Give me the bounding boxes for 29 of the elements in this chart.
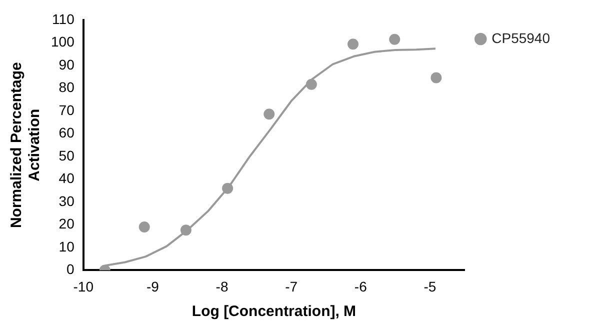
x-tick-label: -6 — [354, 278, 368, 294]
y-tick-label: 60 — [58, 124, 75, 141]
y-tick-label: 70 — [58, 102, 75, 118]
y-tick-label: 100 — [51, 34, 75, 50]
y-tick-label: 30 — [58, 192, 75, 209]
y-tick-label: 90 — [58, 56, 75, 72]
y-tick-label: 20 — [58, 216, 75, 232]
y-tick-label: 40 — [58, 170, 75, 186]
x-tick-label: -10 — [73, 278, 94, 294]
y-tick-label: 50 — [58, 147, 75, 164]
point — [180, 224, 192, 236]
y-axis-title: Normalized Percentage Activation — [8, 62, 44, 228]
point — [264, 108, 275, 120]
x-tick-label: -5 — [424, 278, 436, 294]
x-tick-label: -7 — [285, 278, 298, 294]
x-axis-title: Log [Concentration], M — [192, 303, 356, 320]
x-tick-label: -9 — [146, 278, 160, 294]
point — [138, 221, 150, 232]
y-tick-label: 80 — [58, 79, 75, 96]
point — [222, 182, 234, 194]
y-tick-label: 10 — [58, 238, 75, 254]
point — [430, 72, 442, 84]
point — [348, 38, 359, 50]
y-tick-label: 110 — [52, 10, 75, 27]
y-tick-label: 0 — [66, 261, 75, 278]
legend-label: CP55940 — [492, 30, 550, 46]
x-tick-label: -8 — [216, 278, 228, 294]
point — [306, 78, 317, 90]
point — [389, 34, 400, 45]
